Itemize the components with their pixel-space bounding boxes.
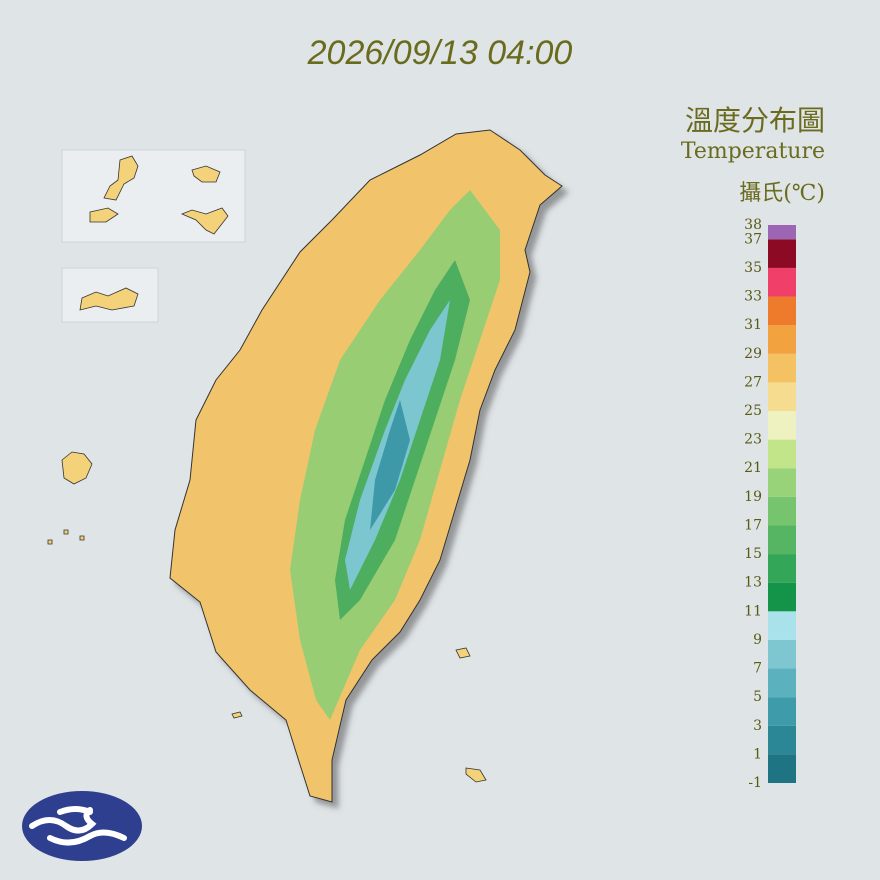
legend-band [768, 296, 796, 326]
legend-tick-label: 21 [744, 460, 762, 476]
legend-tick-label: 5 [753, 689, 762, 705]
legend-unit: 攝氏(℃) [739, 181, 825, 206]
legend-band [768, 639, 796, 669]
legend-band [768, 267, 796, 297]
legend-tick-label: 19 [744, 489, 762, 505]
islands [47, 451, 487, 783]
legend-band [768, 725, 796, 755]
legend-tick-label: 9 [753, 632, 762, 648]
legend-tick-label: 13 [744, 575, 762, 591]
legend-band [768, 439, 796, 469]
legend-tick-label: 31 [744, 317, 762, 333]
legend-band [768, 554, 796, 583]
legend-titles: 溫度分布圖 Temperature 攝氏(℃) [681, 104, 825, 206]
legend-band [768, 325, 796, 354]
legend-band [768, 582, 796, 612]
timestamp: 2026/09/13 04:00 [307, 34, 573, 72]
legend-tick-label: 15 [744, 546, 762, 562]
legend-title: 溫度分布圖 [685, 104, 825, 137]
legend-band [768, 697, 796, 726]
legend-tick-label: 29 [744, 346, 762, 362]
legend-band [768, 611, 796, 640]
legend-subtitle: Temperature [681, 139, 825, 164]
legend-tick-label: -1 [748, 775, 762, 791]
legend-tick-label: 17 [744, 517, 762, 533]
legend-tick-label: 23 [744, 432, 762, 448]
legend-tick-label: 35 [744, 260, 762, 276]
legend-tick-label: 11 [744, 603, 762, 619]
legend-band [768, 239, 796, 268]
legend-band [768, 411, 796, 440]
legend-band [768, 754, 796, 783]
logo [22, 791, 142, 861]
legend-band [768, 668, 796, 698]
legend-tick-label: 27 [744, 374, 762, 390]
legend-band [768, 225, 796, 240]
legend-band [768, 382, 796, 411]
legend-tick-label: 1 [753, 746, 762, 762]
legend-tick-label: 38 [744, 217, 762, 233]
inset-boxes [61, 149, 246, 323]
legend-tick-label: 37 [744, 231, 762, 247]
legend-tick-label: 3 [753, 718, 762, 734]
legend-tick-label: 25 [744, 403, 762, 419]
legend-band [768, 468, 796, 497]
legend-band [768, 353, 796, 383]
legend-tick-label: 7 [753, 661, 762, 677]
legend-tick-label: 33 [744, 289, 762, 305]
legend-band [768, 525, 796, 555]
legend-band [768, 496, 796, 526]
taiwan [169, 129, 563, 803]
